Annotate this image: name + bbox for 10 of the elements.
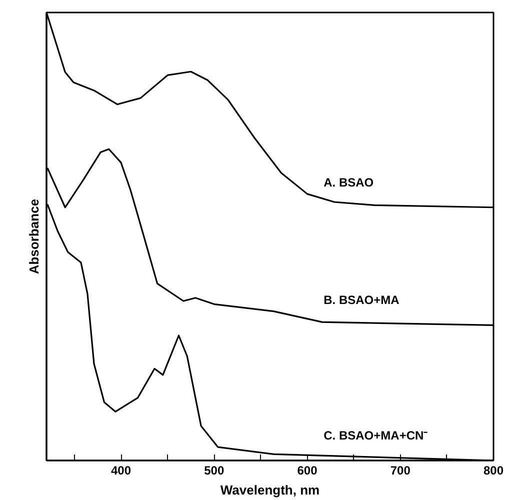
series-label: B. BSAO+MA bbox=[324, 293, 400, 308]
series-label: A. BSAO bbox=[324, 175, 374, 190]
y-axis-title: Absorbance bbox=[26, 198, 42, 274]
x-tick-label: 800 bbox=[483, 464, 504, 478]
x-tick-label: 500 bbox=[204, 464, 224, 478]
series-label: C. BSAO+MA+CN⁻ bbox=[324, 428, 428, 442]
x-tick-label: 600 bbox=[297, 464, 318, 478]
x-axis-title: Wavelength, nm bbox=[220, 482, 320, 498]
x-tick-label: 700 bbox=[390, 464, 411, 478]
x-tick-label: 400 bbox=[110, 464, 132, 478]
